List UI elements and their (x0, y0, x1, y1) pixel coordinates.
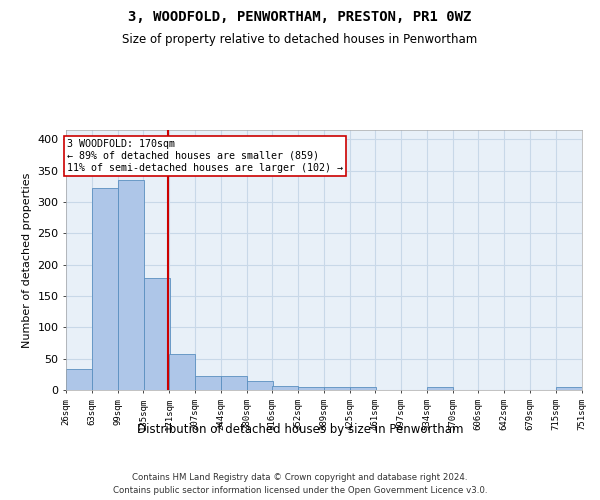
Bar (66, 370, 92, 390)
Text: 3 WOODFOLD: 170sqm
← 89% of detached houses are smaller (859)
11% of semi-detach: 3 WOODFOLD: 170sqm ← 89% of detached hou… (67, 140, 343, 172)
Bar (143, 278, 170, 390)
Bar (221, 376, 247, 390)
Y-axis label: Number of detached properties: Number of detached properties (22, 172, 32, 348)
Bar (118, 180, 144, 390)
Bar (195, 376, 221, 390)
Bar (350, 387, 376, 390)
Bar (92, 188, 118, 390)
Text: Contains HM Land Registry data © Crown copyright and database right 2024.: Contains HM Land Registry data © Crown c… (132, 472, 468, 482)
Bar (427, 388, 453, 390)
Bar (272, 386, 298, 390)
Bar (556, 388, 582, 390)
Text: Size of property relative to detached houses in Penwortham: Size of property relative to detached ho… (122, 32, 478, 46)
Bar (324, 387, 350, 390)
Bar (169, 354, 195, 390)
Text: 3, WOODFOLD, PENWORTHAM, PRESTON, PR1 0WZ: 3, WOODFOLD, PENWORTHAM, PRESTON, PR1 0W… (128, 10, 472, 24)
Text: Distribution of detached houses by size in Penwortham: Distribution of detached houses by size … (137, 422, 463, 436)
Text: Contains public sector information licensed under the Open Government Licence v3: Contains public sector information licen… (113, 486, 487, 495)
Bar (298, 387, 324, 390)
Bar (247, 381, 272, 390)
